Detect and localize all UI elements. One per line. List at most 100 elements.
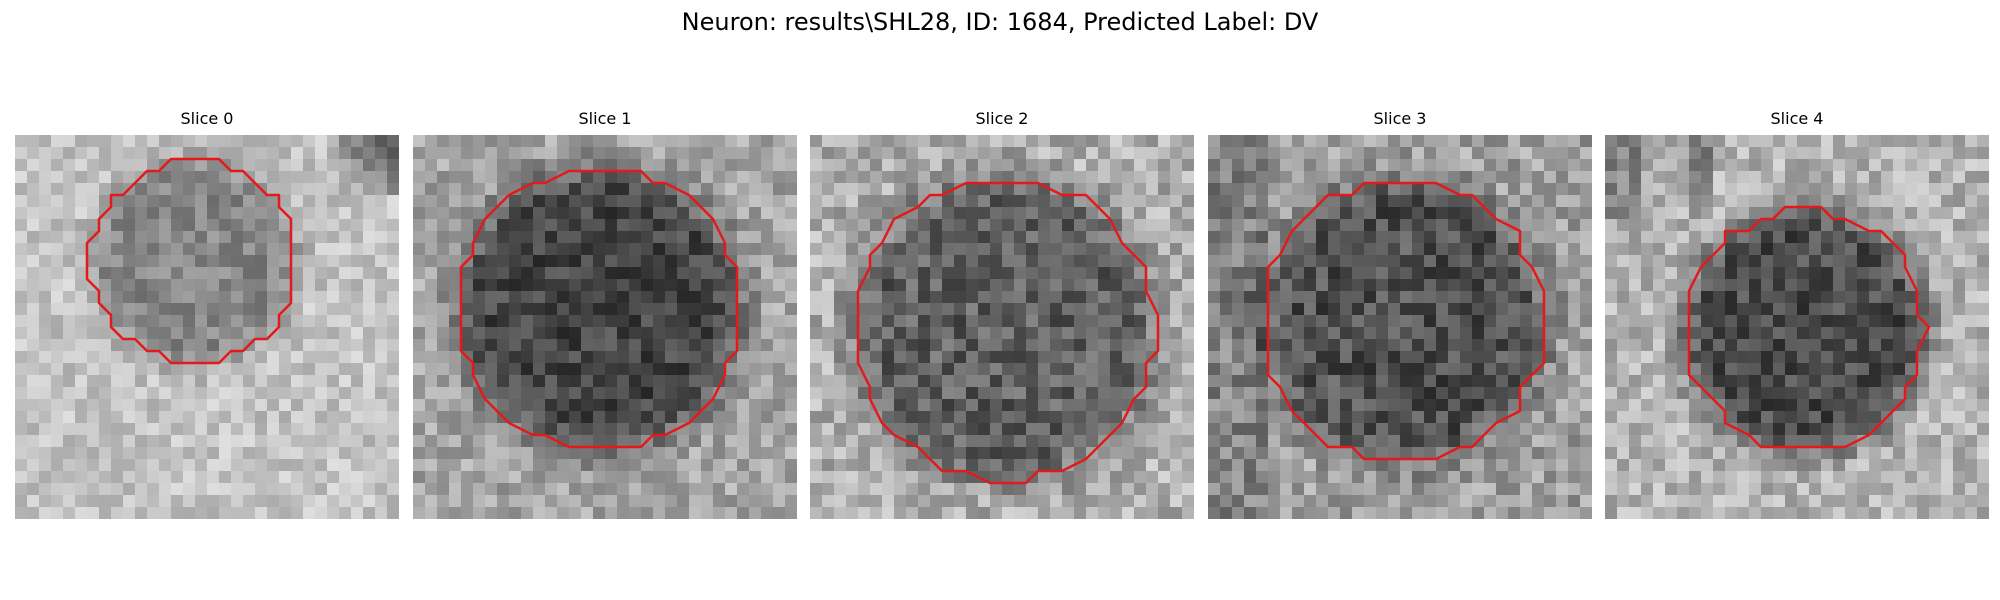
- image-pixel: [1424, 399, 1437, 412]
- image-pixel: [1256, 435, 1269, 448]
- image-pixel: [195, 483, 208, 496]
- image-pixel: [15, 195, 28, 208]
- image-pixel: [15, 231, 28, 244]
- image-pixel: [581, 303, 594, 316]
- image-pixel: [315, 243, 328, 256]
- image-pixel: [315, 411, 328, 424]
- image-pixel: [351, 183, 364, 196]
- image-pixel: [135, 231, 148, 244]
- image-pixel: [1146, 387, 1159, 400]
- image-pixel: [413, 231, 426, 244]
- image-pixel: [629, 351, 642, 364]
- image-pixel: [990, 447, 1003, 460]
- image-pixel: [39, 435, 52, 448]
- image-pixel: [773, 255, 786, 268]
- image-pixel: [1098, 243, 1111, 256]
- image-pixel: [1208, 471, 1221, 484]
- image-pixel: [1689, 399, 1702, 412]
- image-pixel: [725, 339, 738, 352]
- image-pixel: [75, 471, 88, 484]
- image-pixel: [834, 483, 847, 496]
- image-pixel: [1749, 255, 1762, 268]
- image-pixel: [1448, 339, 1461, 352]
- image-pixel: [1170, 327, 1183, 340]
- image-pixel: [1617, 183, 1630, 196]
- image-pixel: [1580, 159, 1592, 172]
- image-pixel: [930, 219, 943, 232]
- image-pixel: [1268, 207, 1281, 220]
- image-pixel: [171, 363, 184, 376]
- image-pixel: [339, 183, 352, 196]
- image-pixel: [291, 375, 304, 388]
- image-pixel: [51, 219, 64, 232]
- image-pixel: [1388, 303, 1401, 316]
- image-pixel: [1520, 315, 1533, 328]
- image-pixel: [123, 351, 136, 364]
- image-pixel: [641, 231, 654, 244]
- image-pixel: [1617, 387, 1630, 400]
- image-pixel: [834, 255, 847, 268]
- image-pixel: [183, 315, 196, 328]
- image-pixel: [761, 375, 774, 388]
- image-pixel: [39, 279, 52, 292]
- image-pixel: [1086, 471, 1099, 484]
- image-pixel: [942, 279, 955, 292]
- image-pixel: [1833, 291, 1846, 304]
- image-pixel: [1170, 363, 1183, 376]
- image-pixel: [1424, 195, 1437, 208]
- image-pixel: [894, 459, 907, 472]
- image-pixel: [653, 219, 666, 232]
- image-pixel: [135, 219, 148, 232]
- image-pixel: [725, 195, 738, 208]
- image-pixel: [894, 339, 907, 352]
- image-pixel: [1653, 387, 1666, 400]
- image-pixel: [1977, 447, 1989, 460]
- image-pixel: [954, 363, 967, 376]
- image-pixel: [641, 255, 654, 268]
- image-pixel: [291, 255, 304, 268]
- image-pixel: [1785, 183, 1798, 196]
- image-pixel: [1869, 219, 1882, 232]
- image-pixel: [219, 279, 232, 292]
- image-pixel: [1761, 255, 1774, 268]
- image-pixel: [497, 207, 510, 220]
- image-pixel: [267, 231, 280, 244]
- image-pixel: [1182, 447, 1194, 460]
- image-pixel: [990, 363, 1003, 376]
- image-pixel: [1388, 387, 1401, 400]
- image-pixel: [1014, 459, 1027, 472]
- image-pixel: [617, 339, 630, 352]
- image-pixel: [1014, 147, 1027, 160]
- image-pixel: [207, 483, 220, 496]
- image-pixel: [1086, 351, 1099, 364]
- image-pixel: [834, 231, 847, 244]
- image-pixel: [942, 159, 955, 172]
- image-pixel: [1556, 195, 1569, 208]
- image-pixel: [1050, 483, 1063, 496]
- image-pixel: [1170, 507, 1183, 519]
- image-pixel: [279, 495, 292, 508]
- image-pixel: [87, 195, 100, 208]
- image-pixel: [327, 159, 340, 172]
- image-pixel: [810, 387, 823, 400]
- image-pixel: [846, 303, 859, 316]
- image-pixel: [930, 351, 943, 364]
- image-pixel: [1737, 363, 1750, 376]
- image-pixel: [485, 279, 498, 292]
- image-pixel: [1833, 387, 1846, 400]
- image-pixel: [990, 135, 1003, 148]
- image-pixel: [1256, 303, 1269, 316]
- image-pixel: [557, 327, 570, 340]
- image-pixel: [1701, 423, 1714, 436]
- image-pixel: [978, 495, 991, 508]
- image-pixel: [1304, 183, 1317, 196]
- image-pixel: [1665, 375, 1678, 388]
- image-pixel: [497, 135, 510, 148]
- image-pixel: [1098, 255, 1111, 268]
- image-pixel: [195, 147, 208, 160]
- image-pixel: [1605, 375, 1618, 388]
- image-pixel: [1821, 159, 1834, 172]
- image-pixel: [1761, 135, 1774, 148]
- image-pixel: [653, 495, 666, 508]
- image-pixel: [1605, 219, 1618, 232]
